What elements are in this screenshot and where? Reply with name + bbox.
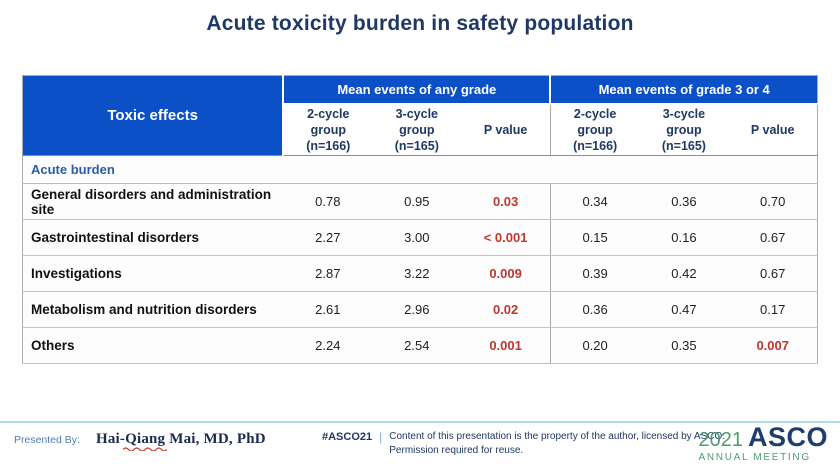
value-cell: 2.54	[372, 327, 462, 364]
logo-top-row: 2021 ASCO	[698, 424, 828, 452]
table-row: Gastrointestinal disorders 2.27 3.00 < 0.00…	[22, 219, 818, 256]
row-label: General disorders and administration sit…	[22, 183, 284, 220]
p-value-significant: 0.03	[461, 183, 551, 220]
value-cell: 2.87	[283, 255, 373, 292]
subheader-2cycle-grade-3-4: 2-cycle group (n=166)	[549, 104, 640, 157]
license-line-1: Content of this presentation is the prop…	[389, 431, 726, 442]
value-cell: 0.47	[639, 291, 729, 328]
logo-year: 2021	[698, 429, 743, 451]
logo-meeting-label: ANNUAL MEETING	[698, 452, 811, 463]
p-value-significant: 0.001	[461, 327, 551, 364]
license-text: Content of this presentation is the prop…	[389, 430, 725, 458]
subheader-2cycle-any-grade: 2-cycle group (n=166)	[283, 104, 373, 157]
p-value-significant: < 0.001	[461, 219, 551, 256]
table-header-row-subgroups: 2-cycle group (n=166) 3-cycle group (n=1…	[23, 104, 818, 157]
subheader-pvalue-grade-3-4: P value	[728, 104, 818, 157]
value-cell: 2.24	[283, 327, 373, 364]
value-cell: 2.96	[372, 291, 462, 328]
value-cell: 0.42	[639, 255, 729, 292]
section-header-acute-burden: Acute burden	[22, 155, 818, 184]
row-label: Investigations	[22, 255, 284, 292]
subheader-3cycle-any-grade: 3-cycle group (n=165)	[372, 104, 462, 157]
column-header-toxic-effects: Toxic effects	[22, 75, 285, 156]
value-cell: 0.17	[728, 291, 818, 328]
table-row: General disorders and administration sit…	[22, 183, 818, 220]
value-cell: 0.70	[728, 183, 818, 220]
hashtag: #ASCO21	[322, 431, 373, 443]
value-cell: 0.67	[728, 255, 818, 292]
presented-by-label: Presented By:	[14, 434, 80, 446]
logo-org: ASCO	[747, 422, 828, 452]
row-label: Gastrointestinal disorders	[22, 219, 284, 256]
license-line-2: Permission required for reuse.	[389, 445, 524, 456]
subheader-3cycle-grade-3-4: 3-cycle group (n=165)	[639, 104, 729, 157]
value-cell: 2.27	[283, 219, 373, 256]
value-cell: 2.61	[283, 291, 373, 328]
row-label: Metabolism and nutrition disorders	[22, 291, 284, 328]
section-row: Acute burden	[22, 155, 818, 184]
value-cell: 3.22	[372, 255, 462, 292]
value-cell: 0.39	[549, 255, 640, 292]
value-cell: 0.16	[639, 219, 729, 256]
toxicity-table: Toxic effects Mean events of any grade M…	[22, 75, 818, 364]
p-value-significant: 0.009	[461, 255, 551, 292]
value-cell: 0.78	[283, 183, 373, 220]
table-row: Others 2.24 2.54 0.001 0.20 0.35 0.007	[22, 327, 818, 364]
slide-title: Acute toxicity burden in safety populati…	[206, 12, 634, 35]
asco-annual-meeting-logo: 2021 ASCO ANNUAL MEETING	[698, 424, 828, 464]
value-cell: 0.35	[639, 327, 729, 364]
value-cell: 0.67	[728, 219, 818, 256]
value-cell: 0.36	[549, 291, 640, 328]
presented-by-block: Presented By: Hai-Qiang Mai, MD, PhD	[14, 431, 266, 451]
footer: Presented By: Hai-Qiang Mai, MD, PhD #AS…	[0, 423, 840, 466]
value-cell: 0.95	[372, 183, 462, 220]
table-body: Acute burden General disorders and admin…	[22, 155, 818, 364]
value-cell: 0.36	[639, 183, 729, 220]
row-label: Others	[22, 327, 284, 364]
table-row: Metabolism and nutrition disorders 2.61 2.…	[22, 291, 818, 328]
license-block: #ASCO21 | Content of this presentation i…	[322, 430, 725, 458]
footer-divider	[0, 421, 840, 423]
p-value-significant: 0.02	[461, 291, 551, 328]
value-cell: 0.34	[549, 183, 640, 220]
group-header-grade-3-4: Mean events of grade 3 or 4	[550, 75, 818, 106]
presenter-name: Hai-Qiang Mai, MD, PhD	[96, 431, 266, 451]
group-header-any-grade: Mean events of any grade	[283, 75, 552, 106]
value-cell: 0.20	[549, 327, 640, 364]
table-row: Investigations 2.87 3.22 0.009 0.39 0.42 0.67	[22, 255, 818, 292]
table-header-row-groups: Toxic effects Mean events of any grade M…	[22, 75, 818, 156]
spellcheck-underline-icon	[122, 447, 167, 451]
p-value-significant: 0.007	[728, 327, 818, 364]
subheader-pvalue-any-grade: P value	[461, 104, 551, 157]
footer-separator: |	[379, 430, 383, 444]
value-cell: 0.15	[549, 219, 640, 256]
value-cell: 3.00	[372, 219, 462, 256]
